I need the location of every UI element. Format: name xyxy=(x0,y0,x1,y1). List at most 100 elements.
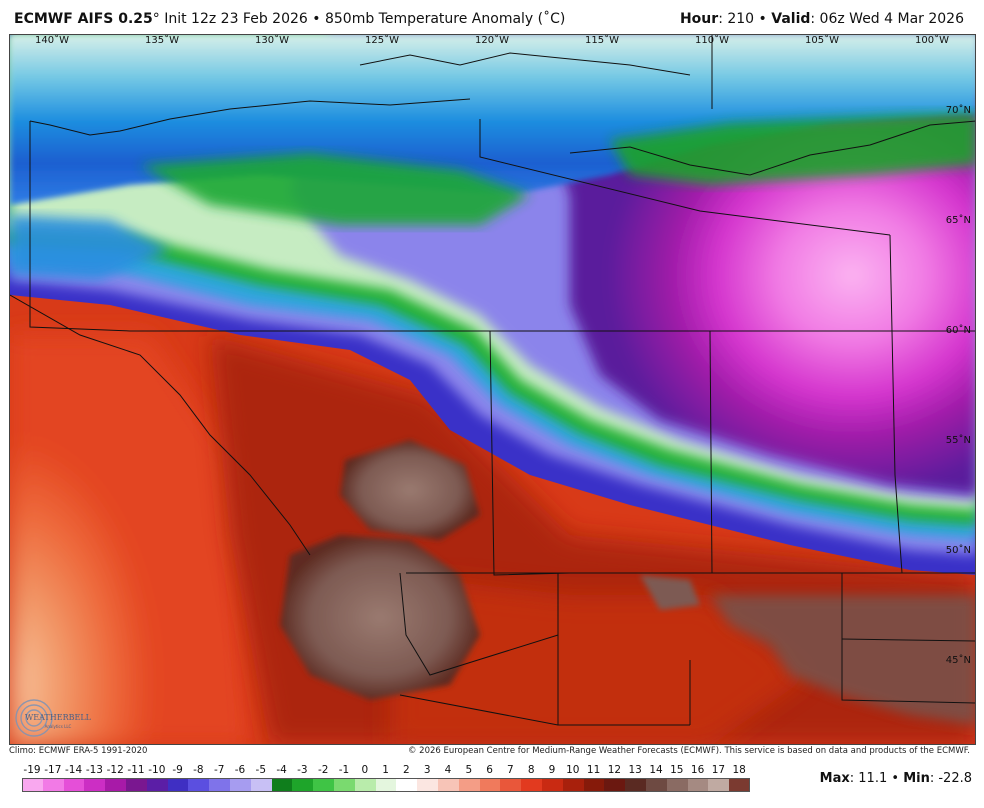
legend-label: 2 xyxy=(403,764,410,776)
logo-subtext: Analytics LLC xyxy=(45,724,72,729)
legend-swatch xyxy=(666,778,689,792)
lat-label-60n: 60˚N xyxy=(945,325,971,336)
legend-label: 1 xyxy=(382,764,389,776)
legend-label: -14 xyxy=(65,764,83,776)
magenta-cold-core xyxy=(530,95,975,495)
legend-label: 4 xyxy=(444,764,452,776)
lon-label-110w: 110˚W xyxy=(695,35,729,46)
north-islands-coast xyxy=(359,52,691,76)
map-canvas xyxy=(10,35,975,744)
arctic-coastline xyxy=(29,98,471,136)
legend-swatch xyxy=(646,778,668,792)
legend-swatch xyxy=(292,778,314,792)
copyright-note: © 2026 European Centre for Medium-Range … xyxy=(407,746,970,756)
legend-label: -4 xyxy=(276,764,287,776)
legend-swatch xyxy=(84,778,106,792)
inland-red-region xyxy=(390,575,810,744)
hour-label: Hour xyxy=(679,11,719,27)
climo-note: Climo: ECMWF ERA-5 1991-2020 xyxy=(9,746,148,756)
legend-swatch xyxy=(63,778,85,792)
legend-label: 9 xyxy=(548,764,556,776)
legend-label: 14 xyxy=(649,764,663,776)
legend-swatch xyxy=(625,778,647,792)
model-degree: ° xyxy=(152,11,160,27)
legend-label: -17 xyxy=(44,764,62,776)
map-title: ECMWF AIFS 0.25° Init 12z 23 Feb 2026 • … xyxy=(14,11,565,27)
min-value: : -22.8 xyxy=(929,771,972,786)
lon-label-140w: 140˚W xyxy=(35,35,69,46)
lat-label-65n: 65˚N xyxy=(945,215,971,226)
legend-label: 12 xyxy=(607,764,622,776)
lat-label-70n: 70˚N xyxy=(945,105,971,116)
legend-swatch xyxy=(230,778,252,792)
legend-label: 17 xyxy=(711,764,726,776)
legend-label: -3 xyxy=(297,764,308,776)
legend-swatch xyxy=(105,778,127,792)
legend-label: 7 xyxy=(507,764,514,776)
weatherbell-logo: WEATHERBELL Analytics LLC xyxy=(15,699,92,737)
legend-label: 5 xyxy=(465,764,473,776)
coastal-brown-blob xyxy=(280,535,480,700)
legend-swatch xyxy=(479,778,501,792)
legend-swatch xyxy=(438,778,460,792)
alaska-blue-patch xyxy=(10,215,170,280)
ocean-warm-region xyxy=(10,335,250,744)
legend-swatch xyxy=(708,778,730,792)
sask-manitoba-border xyxy=(889,234,903,574)
legend-swatch xyxy=(500,778,522,792)
legend-label: -2 xyxy=(317,764,329,776)
lon-label-105w: 105˚W xyxy=(805,35,839,46)
legend-swatch xyxy=(458,778,481,792)
legend-label: -6 xyxy=(234,764,246,776)
lon-label-130w: 130˚W xyxy=(255,35,289,46)
stats-bullet: • xyxy=(891,771,900,786)
legend-label: -1 xyxy=(338,764,350,776)
legend-swatch xyxy=(188,778,210,792)
lon-label-125w: 125˚W xyxy=(365,35,399,46)
legend-swatch xyxy=(334,778,356,792)
legend-label: -11 xyxy=(127,764,145,776)
legend-swatch xyxy=(22,778,44,792)
legend-border xyxy=(22,778,750,792)
lat-label-50n: 50˚N xyxy=(945,545,971,556)
legend-label: -8 xyxy=(193,764,204,776)
legend-swatch xyxy=(375,778,397,792)
lat-label-55n: 55˚N xyxy=(945,435,971,446)
oregon-border xyxy=(399,694,559,726)
legend-swatch xyxy=(687,778,709,792)
lon-label-120w: 120˚W xyxy=(475,35,509,46)
yukon-green-patch xyxy=(140,153,530,225)
valid-label: Valid xyxy=(771,11,811,27)
init-time: Init 12z 23 Feb 2026 xyxy=(164,11,308,27)
valid-value: : 06z Wed 4 Mar 2026 xyxy=(810,11,964,27)
legend-label: 6 xyxy=(486,764,493,776)
legend-swatch xyxy=(604,778,626,792)
valid-bullet: • xyxy=(758,11,767,27)
lon-label-100w: 100˚W xyxy=(915,35,949,46)
washington-border xyxy=(399,572,559,676)
legend-swatch xyxy=(126,778,148,792)
legend-swatch xyxy=(562,778,585,792)
max-label: Max xyxy=(819,771,850,786)
legend-swatch xyxy=(521,778,543,792)
north-brown-blob xyxy=(340,440,480,540)
dakota-border xyxy=(841,573,975,704)
legend-label: -9 xyxy=(172,764,183,776)
bc-alberta-border xyxy=(489,330,571,576)
legend-label: 15 xyxy=(670,764,684,776)
lat-label-45n: 45˚N xyxy=(945,655,971,666)
map-header: ECMWF AIFS 0.25° Init 12z 23 Feb 2026 • … xyxy=(0,0,984,34)
legend-label: 18 xyxy=(732,764,746,776)
nwt-nunavut-border xyxy=(479,119,891,236)
legend-swatch xyxy=(729,778,751,792)
legend-swatch xyxy=(271,778,293,792)
legend-swatch xyxy=(396,778,418,792)
legend-label: 10 xyxy=(566,764,580,776)
legend-swatch xyxy=(167,778,189,792)
logo-text: WEATHERBELL xyxy=(25,713,92,722)
legend-label: 0 xyxy=(361,764,369,776)
legend-swatch xyxy=(209,778,231,792)
title-bullet: • xyxy=(312,11,321,27)
legend-label: -13 xyxy=(85,764,103,776)
political-borders xyxy=(10,35,975,726)
